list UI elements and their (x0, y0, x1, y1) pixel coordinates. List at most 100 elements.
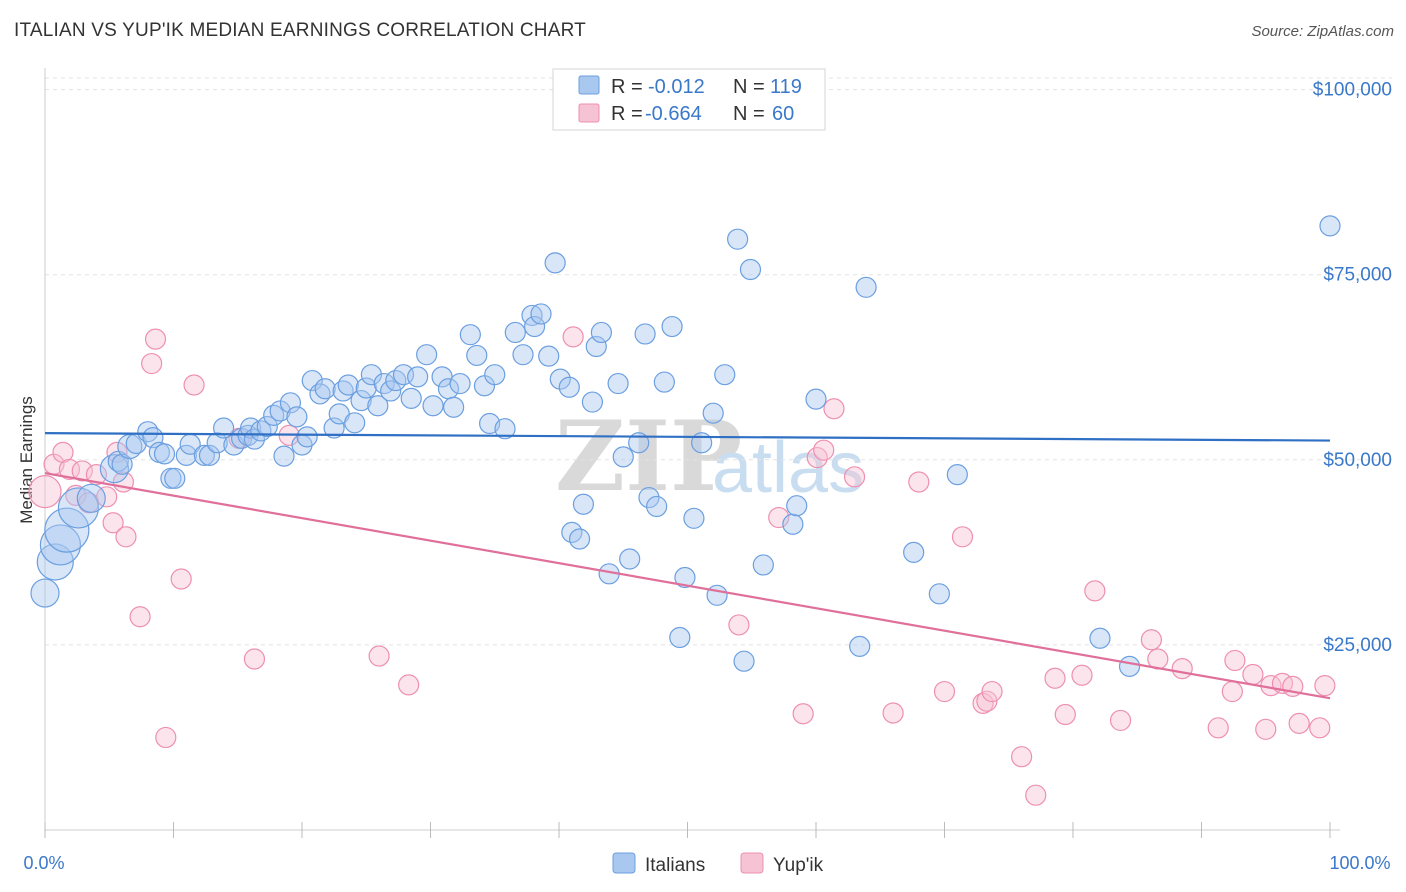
italians-point (344, 412, 366, 434)
bottom-legend-swatch-yupik (740, 852, 764, 874)
yupik-point (951, 526, 974, 548)
legend-box: R = -0.012 N = 119 R = -0.664 N = 60 (552, 68, 826, 131)
yupik-point (1071, 664, 1093, 686)
yupik-point (1207, 717, 1229, 739)
italians-point (585, 335, 607, 358)
italians-point (706, 584, 728, 606)
yupik-point (1010, 746, 1033, 768)
italians-point (590, 321, 613, 344)
yupik-point (1109, 709, 1132, 732)
legend-swatch-italians (578, 75, 600, 95)
legend-n-value-italians: 119 (770, 76, 802, 98)
italians-point (314, 378, 336, 400)
italians-point (946, 464, 968, 486)
yupik-point (1084, 580, 1106, 602)
y-tick-labels: $25,000 $50,000 $75,000 $100,000 (1313, 80, 1392, 656)
source-note: Source: ZipAtlas.com (1251, 23, 1394, 40)
italians-point (805, 388, 827, 410)
italians-point (572, 493, 595, 515)
italians-point (443, 396, 465, 418)
yupik-point (981, 680, 1003, 703)
italians-point (153, 443, 176, 465)
yupik-point (908, 471, 930, 493)
italians-point (256, 415, 278, 438)
yupik-point (28, 475, 62, 509)
italians-point (928, 583, 950, 605)
italians-point (466, 344, 488, 367)
italians-point (323, 417, 345, 439)
yupik-point (933, 680, 956, 703)
legend-n-label-italians: N = (733, 76, 765, 98)
legend-r-label-yupik: R = (611, 103, 643, 125)
yupik-point (972, 692, 994, 714)
legend-r-label-italians: R = (611, 76, 643, 98)
yupik-point (1224, 649, 1246, 672)
yupik-point (1309, 717, 1331, 739)
chart-title: ITALIAN VS YUP'IK MEDIAN EARNINGS CORREL… (14, 20, 586, 41)
trend-lines (44, 432, 1331, 700)
italians-point (786, 495, 808, 517)
yupik-point (882, 702, 904, 724)
legend-swatch-yupik (578, 103, 600, 123)
italians-point (416, 344, 438, 366)
italians-point (530, 303, 552, 325)
italians-point (702, 402, 724, 424)
yupik-point (368, 645, 390, 667)
yupik-point (1255, 718, 1277, 740)
yupik-point (1044, 667, 1066, 689)
yupik-point (65, 484, 87, 506)
y-tick-label: $50,000 (1323, 450, 1392, 471)
yupik-point (1025, 784, 1047, 806)
y-axis-label: Median Earnings (17, 396, 36, 524)
italians-point (634, 323, 656, 345)
bottom-legend-label-yupik: Yup'ik (773, 855, 824, 876)
yupik-point (243, 648, 266, 670)
italians-point (57, 487, 100, 529)
italians-point (646, 495, 668, 518)
x-ticks (44, 822, 1331, 838)
yupik-point (141, 352, 163, 375)
italians-point (36, 543, 74, 581)
italians-point (449, 372, 471, 395)
italians-point (213, 417, 235, 439)
italians-point (619, 548, 641, 570)
yupik-point (1221, 680, 1243, 703)
italians-point (691, 432, 713, 454)
yupik-point (398, 674, 420, 696)
series-italians-points (30, 215, 1341, 677)
italians-point (661, 315, 683, 338)
italians-point (350, 389, 372, 412)
y-tick-label: $100,000 (1313, 80, 1392, 101)
italians-point (360, 364, 382, 386)
italians-point (76, 483, 106, 513)
italians-point (903, 541, 925, 563)
italians-point (581, 391, 604, 413)
italians-point (337, 374, 359, 396)
italians-point (30, 578, 60, 608)
italians-point (504, 321, 526, 344)
yupik-point (976, 690, 998, 712)
yupik-point (183, 374, 205, 396)
italians-point (733, 650, 755, 672)
italians-point (739, 258, 762, 281)
italians-point (164, 467, 186, 489)
italians-point (422, 395, 444, 417)
yupik-point (562, 326, 584, 348)
x-tick-label-min: 0.0% (23, 853, 64, 873)
italians-point (355, 377, 377, 399)
legend-n-label-yupik: N = (733, 103, 765, 125)
bottom-legend-swatch-italians (612, 852, 636, 874)
trend-line-italians (44, 432, 1331, 442)
trend-line-yupik (44, 472, 1331, 700)
italians-point (549, 368, 571, 390)
yupik-point (71, 460, 93, 482)
italians-point (484, 364, 506, 386)
italians-point (286, 406, 308, 428)
legend-r-value-yupik: -0.664 (645, 103, 702, 125)
italians-point (612, 446, 634, 468)
italians-point (638, 486, 660, 509)
yupik-point (144, 328, 167, 350)
italians-point (782, 513, 804, 535)
yupik-point (843, 466, 866, 488)
italians-point (512, 344, 534, 366)
